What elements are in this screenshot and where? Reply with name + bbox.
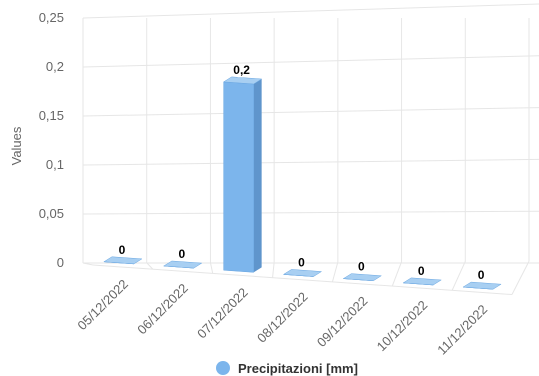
bar-top[interactable] bbox=[282, 269, 323, 277]
bar[interactable] bbox=[103, 256, 143, 265]
x-tick-label: 09/12/2022 bbox=[314, 293, 371, 350]
bar[interactable] bbox=[462, 281, 502, 290]
floor-line bbox=[82, 262, 94, 266]
data-labels: 0 0 0,2 0 0 0 0 bbox=[117, 61, 486, 283]
floor-line bbox=[451, 261, 466, 291]
y-tick-label: 0,25 bbox=[39, 10, 64, 25]
floor-line bbox=[272, 262, 275, 278]
floor-front-edge bbox=[92, 264, 513, 296]
x-tick-label: 07/12/2022 bbox=[194, 285, 251, 342]
data-label: 0,2 bbox=[233, 63, 250, 77]
y-axis-title: Values bbox=[9, 126, 24, 165]
grid-line-horizontal bbox=[82, 158, 539, 166]
bar-top[interactable] bbox=[462, 281, 502, 290]
x-tick-label: 06/12/2022 bbox=[134, 281, 191, 338]
bar[interactable] bbox=[282, 269, 323, 277]
bar-top[interactable] bbox=[163, 260, 203, 269]
bar-side[interactable] bbox=[253, 78, 262, 273]
bar-series[interactable] bbox=[103, 76, 502, 290]
bar-front[interactable] bbox=[223, 81, 254, 273]
bar[interactable] bbox=[402, 277, 442, 286]
bar-top[interactable] bbox=[342, 273, 383, 282]
legend-label[interactable]: Precipitazioni [mm] bbox=[238, 361, 358, 376]
grid-line-horizontal bbox=[82, 210, 539, 215]
legend[interactable]: Precipitazioni [mm] bbox=[216, 361, 358, 376]
floor-line bbox=[391, 261, 403, 287]
bar-top[interactable] bbox=[103, 256, 143, 265]
legend-symbol[interactable] bbox=[216, 361, 230, 375]
x-tick-label: 11/12/2022 bbox=[434, 302, 490, 358]
floor-line bbox=[209, 262, 214, 274]
data-label: 0 bbox=[418, 264, 425, 278]
floor-line bbox=[146, 262, 154, 270]
data-label: 0 bbox=[478, 268, 485, 282]
data-label: 0 bbox=[298, 255, 305, 269]
data-label: 0 bbox=[119, 243, 126, 257]
bar-top[interactable] bbox=[402, 277, 442, 286]
grid-line-horizontal bbox=[82, 55, 539, 68]
grid-line-horizontal bbox=[82, 107, 539, 117]
y-tick-label: 0,1 bbox=[46, 157, 64, 172]
floor-line bbox=[511, 260, 530, 295]
y-tick-label: 0,15 bbox=[39, 108, 64, 123]
x-tick-label: 10/12/2022 bbox=[374, 297, 431, 354]
x-tick-label: 08/12/2022 bbox=[254, 289, 311, 346]
grid-layer bbox=[82, 3, 539, 296]
y-axis-ticks: 0 0,05 0,1 0,15 0,2 0,25 bbox=[39, 10, 64, 270]
y-tick-label: 0 bbox=[57, 255, 64, 270]
bar[interactable] bbox=[163, 260, 203, 269]
data-label: 0 bbox=[178, 247, 185, 261]
y-tick-label: 0,05 bbox=[39, 206, 64, 221]
x-tick-label: 05/12/2022 bbox=[74, 276, 131, 333]
y-tick-label: 0,2 bbox=[46, 59, 64, 74]
data-label: 0 bbox=[358, 260, 365, 274]
floor-line bbox=[331, 261, 339, 283]
bar-top[interactable] bbox=[222, 76, 263, 85]
bar[interactable] bbox=[342, 273, 383, 282]
bar[interactable] bbox=[222, 76, 263, 273]
grid-line-horizontal bbox=[82, 3, 539, 19]
